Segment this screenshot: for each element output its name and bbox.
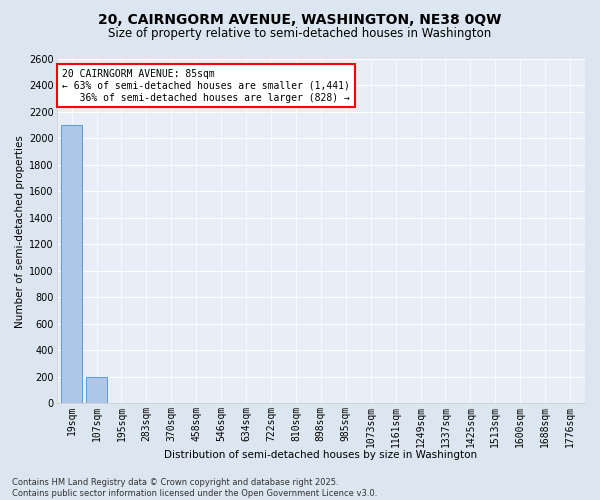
Bar [61, 125, 82, 404]
X-axis label: Distribution of semi-detached houses by size in Washington: Distribution of semi-detached houses by … [164, 450, 478, 460]
Text: Contains HM Land Registry data © Crown copyright and database right 2025.
Contai: Contains HM Land Registry data © Crown c… [12, 478, 377, 498]
Text: 20, CAIRNGORM AVENUE, WASHINGTON, NE38 0QW: 20, CAIRNGORM AVENUE, WASHINGTON, NE38 0… [98, 12, 502, 26]
Y-axis label: Number of semi-detached properties: Number of semi-detached properties [15, 134, 25, 328]
Text: Size of property relative to semi-detached houses in Washington: Size of property relative to semi-detach… [109, 28, 491, 40]
Bar [86, 377, 107, 404]
Text: 20 CAIRNGORM AVENUE: 85sqm
← 63% of semi-detached houses are smaller (1,441)
   : 20 CAIRNGORM AVENUE: 85sqm ← 63% of semi… [62, 70, 350, 102]
Bar [111, 402, 132, 404]
